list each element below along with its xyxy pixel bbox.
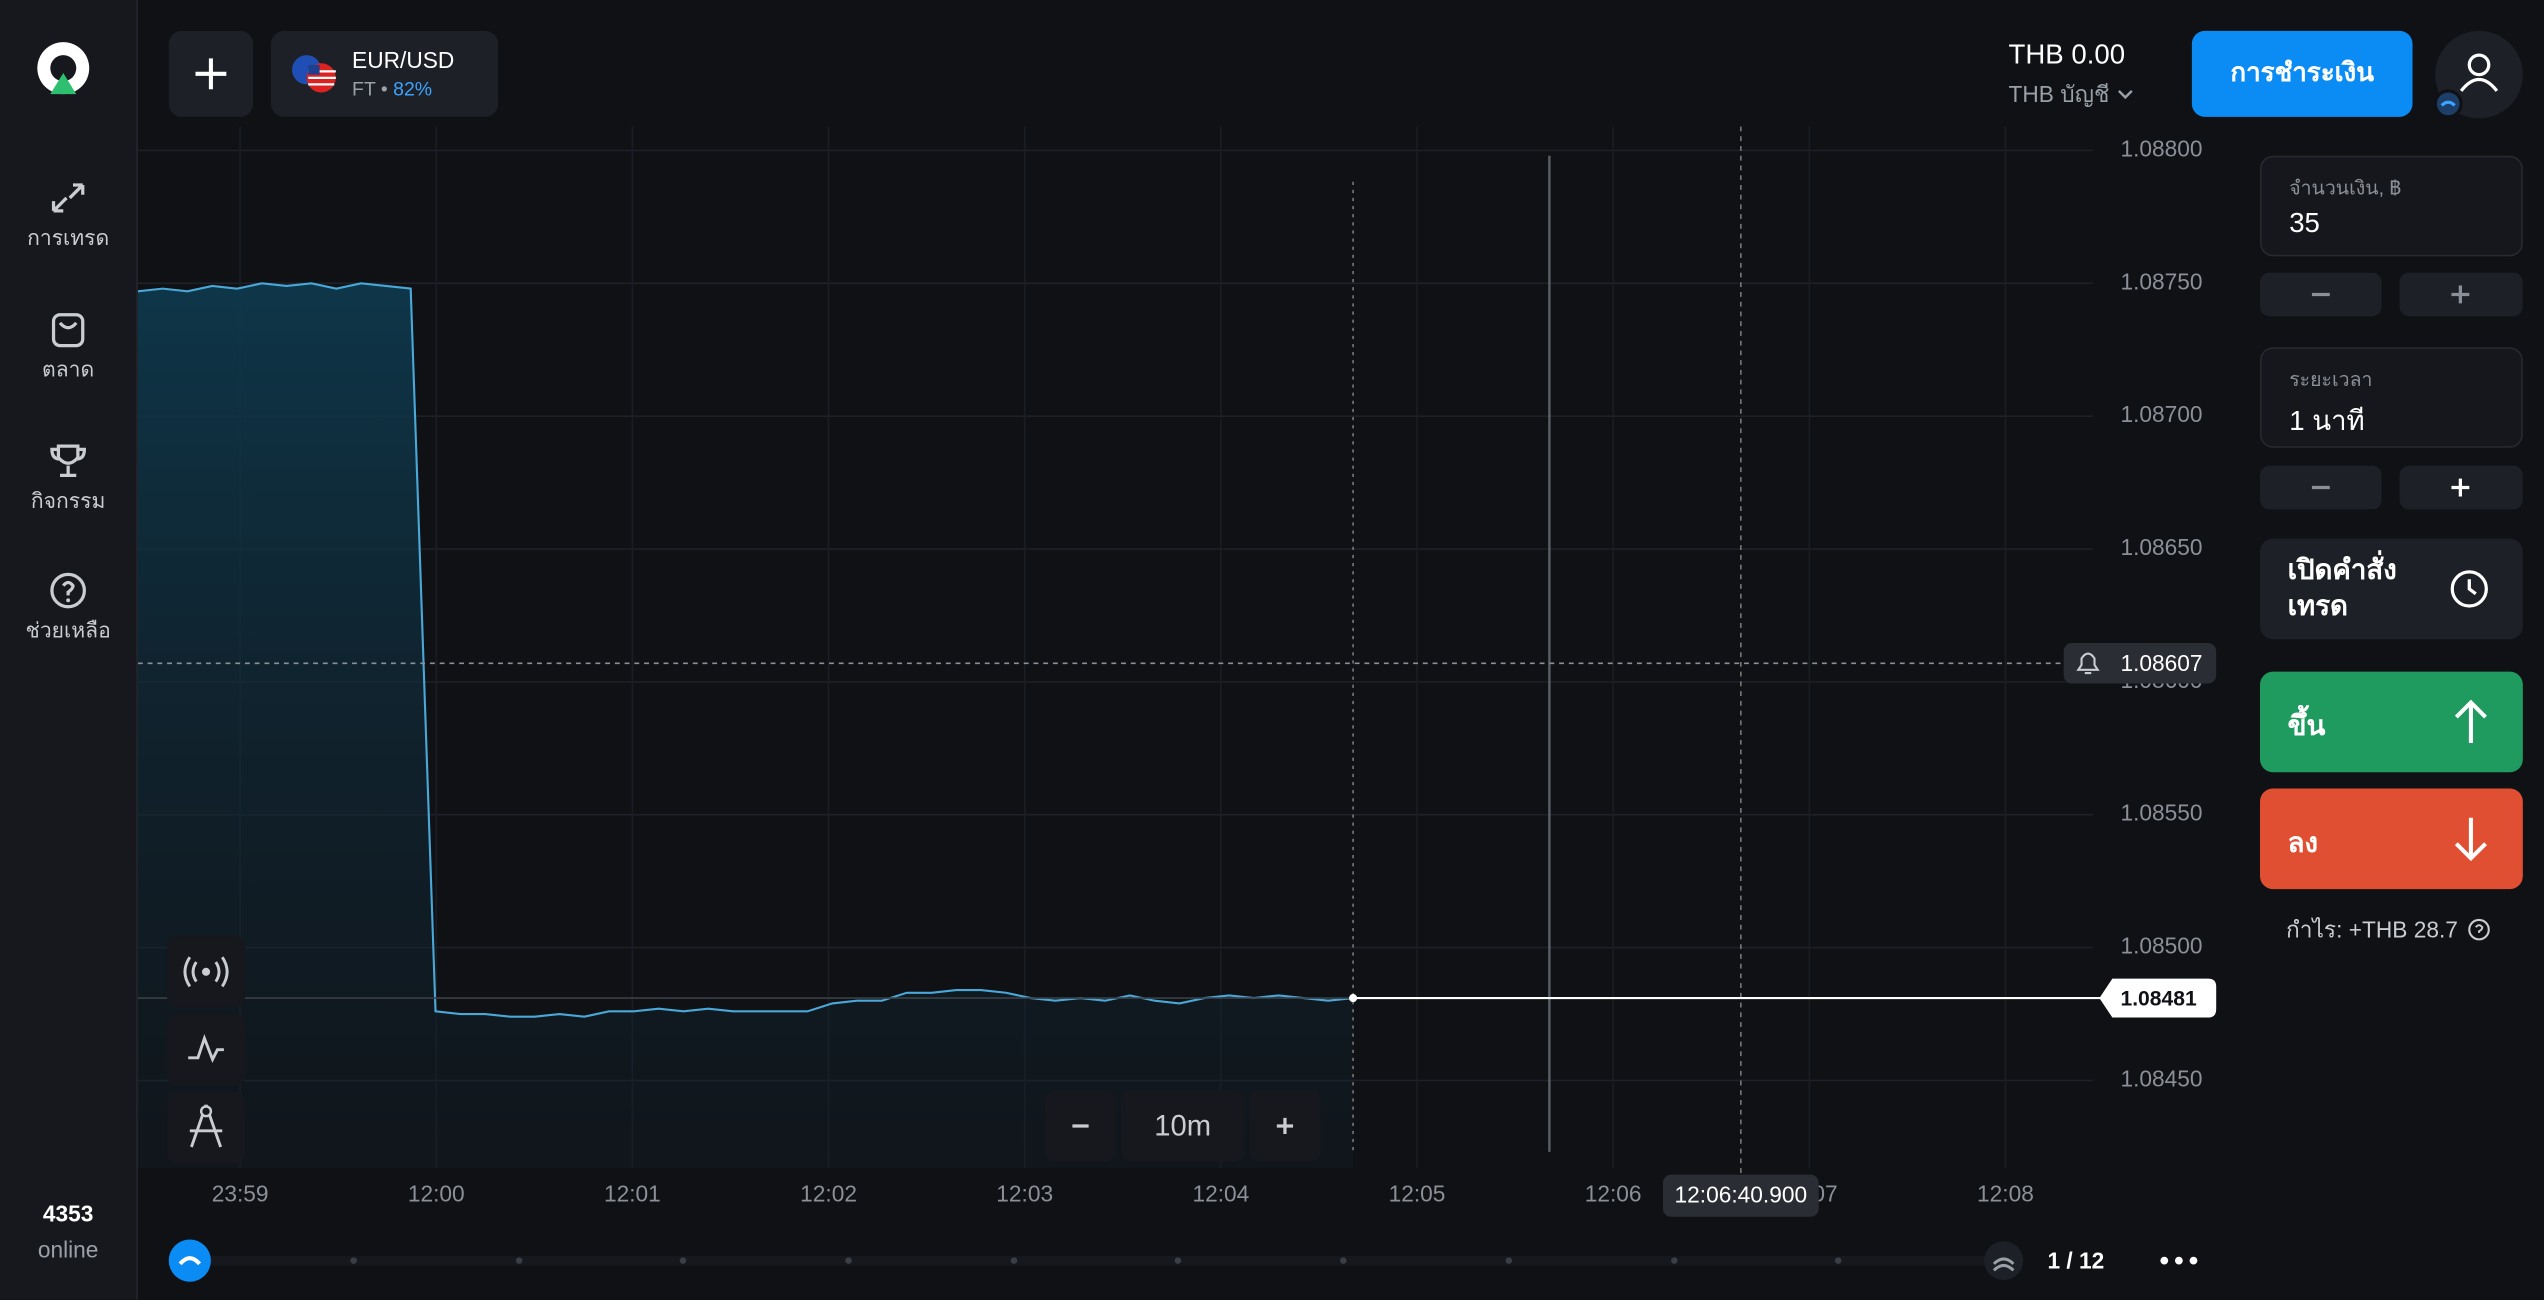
alert-label-bg — [2063, 643, 2217, 684]
amount-steppers — [2260, 272, 2523, 317]
x-tick-label: 12:00 — [408, 1181, 465, 1207]
flag-icon — [292, 55, 336, 93]
up-button[interactable]: ขึ้น — [2260, 671, 2523, 773]
nav-label: การเทรด — [27, 225, 110, 250]
clock-icon — [2450, 570, 2488, 608]
current-price-label: 1.08481 — [2120, 987, 2196, 1010]
price-chart: 1.088001.087501.087001.086501.086001.085… — [137, 126, 2217, 1217]
timeline-handle[interactable] — [168, 1239, 211, 1282]
y-tick-label: 1.08500 — [2120, 933, 2202, 959]
current-price-tag — [2099, 978, 2217, 1018]
profile-button[interactable] — [2432, 29, 2526, 126]
x-tick-label: 12:08 — [1977, 1181, 2034, 1207]
nav-label: ช่วยเหลือ — [25, 618, 111, 643]
profit-label: กำไร: +THB 28.7 — [2285, 916, 2458, 943]
up-label: ขึ้น — [2287, 710, 2326, 742]
price-area — [137, 283, 1354, 1169]
asset-selector[interactable]: EUR/USD FT • 82% — [270, 30, 499, 117]
amount-label: จำนวนเงิน, ฿ — [2289, 176, 2402, 200]
nav-market[interactable]: ตลาด — [0, 310, 136, 386]
deposit-label: การชำระเงิน — [2230, 60, 2374, 88]
trophy-icon — [50, 444, 86, 477]
chevron-icon — [2118, 89, 2133, 100]
y-tick-label: 1.08700 — [2120, 401, 2202, 427]
y-tick-label: 1.08550 — [2120, 800, 2202, 826]
add-asset-button[interactable] — [168, 30, 254, 117]
x-tick-label: 12:06 — [1585, 1181, 1642, 1207]
help-icon — [50, 572, 86, 609]
x-tick-label: 12:04 — [1192, 1181, 1249, 1207]
pending-label: เปิดคำสั่ง เทรด — [2287, 554, 2397, 622]
duration-label: ระยะเวลา — [2289, 368, 2373, 391]
indicators-tool[interactable] — [167, 1014, 245, 1086]
x-tick-label: 12:03 — [996, 1181, 1053, 1207]
online-label: online — [37, 1236, 99, 1263]
account-label: THB บัญชี — [2008, 81, 2110, 108]
y-tick-label: 1.08450 — [2120, 1065, 2202, 1091]
nav-label: กิจกรรม — [30, 488, 106, 513]
zoom-in[interactable] — [1249, 1090, 1321, 1162]
current-point — [1349, 994, 1358, 1003]
sidebar: การเทรด ตลาด กิจกรรม ช่วยเหลือ 4353 onli… — [0, 0, 138, 1300]
duration-value: 1 นาที — [2289, 405, 2365, 437]
nav-activity[interactable]: กิจกรรม — [0, 441, 136, 517]
zoom-out[interactable] — [1044, 1090, 1117, 1162]
timeline — [168, 1239, 2198, 1282]
online-count: 4353 — [42, 1200, 94, 1227]
amount-input[interactable]: จำนวนเงิน, ฿ 35 — [2260, 155, 2523, 257]
down-label: ลง — [2287, 827, 2318, 859]
y-tick-label: 1.08800 — [2120, 135, 2202, 161]
nav-help[interactable]: ช่วยเหลือ — [0, 571, 136, 647]
deposit-button[interactable]: การชำระเงิน — [2191, 30, 2413, 117]
market-icon — [51, 313, 85, 348]
page-indicator: 1 / 12 — [2047, 1247, 2105, 1274]
account-selector[interactable]: THB บัญชี — [2009, 78, 2136, 114]
plus-icon — [195, 58, 227, 90]
expiry-label-bg — [1662, 1174, 1819, 1217]
more-button[interactable] — [2160, 1256, 2198, 1265]
chart-tools — [167, 936, 245, 1164]
arrow-up-icon — [2454, 699, 2487, 744]
amount-value: 35 — [2289, 207, 2320, 239]
x-tick-label: 12:01 — [604, 1181, 661, 1207]
nav-trade[interactable]: การเทรด — [0, 178, 136, 254]
logo — [37, 42, 90, 95]
expiry-label: 12:06:40.900 — [1675, 1182, 1808, 1208]
payout: 82% — [393, 77, 433, 101]
pending-order-button[interactable]: เปิดคำสั่ง เทรด — [2260, 538, 2523, 640]
info-icon[interactable] — [2464, 918, 2490, 941]
duration-steppers — [2260, 465, 2523, 510]
zoom-control: 10m — [1044, 1090, 1324, 1162]
drawing-tool[interactable] — [167, 1091, 245, 1164]
y-tick-label: 1.08650 — [2120, 534, 2202, 560]
zoom-level: 10m — [1121, 1090, 1245, 1162]
alert-price-label: 1.08607 — [2120, 650, 2202, 676]
trade-icon — [51, 183, 85, 213]
arrow-down-icon — [2454, 817, 2487, 862]
balance: THB 0.00 — [2008, 38, 2126, 70]
bell-icon — [2076, 652, 2100, 675]
profit: กำไร: +THB 28.7 — [2286, 913, 2490, 949]
duration-input[interactable]: ระยะเวลา 1 นาที — [2260, 347, 2523, 448]
asset-sub: FT • 82% — [352, 78, 432, 101]
down-button[interactable]: ลง — [2260, 788, 2523, 890]
y-tick-label: 1.08750 — [2120, 268, 2202, 294]
x-tick-label: 12:02 — [800, 1181, 857, 1207]
x-tick-label: 12:05 — [1389, 1181, 1446, 1207]
nav-label: ตลาด — [42, 356, 95, 382]
asset-type: FT • — [352, 77, 388, 101]
x-tick-label: 23:59 — [212, 1181, 269, 1207]
asset-name: EUR/USD — [352, 47, 455, 74]
price-line — [137, 282, 1354, 1018]
